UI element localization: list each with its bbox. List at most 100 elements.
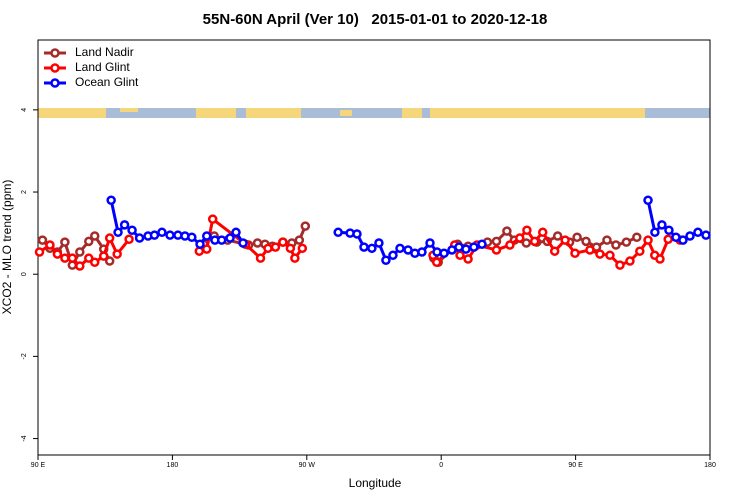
land-strip xyxy=(430,108,645,118)
data-point xyxy=(431,257,442,268)
data-point xyxy=(37,235,48,245)
data-point xyxy=(157,227,167,238)
y-tick-label: 2 xyxy=(21,190,28,194)
data-point xyxy=(104,256,115,266)
y-axis-label: XCO2 - MLO trend (ppm) xyxy=(0,180,14,315)
data-point xyxy=(216,235,227,245)
data-point xyxy=(297,243,308,254)
chart-title: 55N-60N April (Ver 10) 2015-01-01 to 202… xyxy=(203,11,548,28)
data-point xyxy=(570,248,580,259)
data-point xyxy=(285,243,296,254)
land-strip xyxy=(120,108,138,112)
data-point xyxy=(417,247,427,257)
data-point xyxy=(632,232,642,242)
data-point xyxy=(255,253,266,263)
data-point xyxy=(657,220,667,230)
data-point xyxy=(195,239,205,249)
data-point xyxy=(333,227,343,238)
data-point xyxy=(75,247,85,257)
legend-marker xyxy=(50,78,60,88)
data-point xyxy=(615,260,625,270)
data-point xyxy=(34,247,45,257)
data-point xyxy=(701,230,711,240)
land-strip xyxy=(402,108,422,118)
map-strip xyxy=(38,108,710,118)
land-strip xyxy=(38,108,106,118)
data-point xyxy=(75,261,85,271)
data-point xyxy=(625,256,635,266)
y-tick-label: 0 xyxy=(21,272,28,276)
data-point xyxy=(231,227,241,238)
data-point xyxy=(502,226,512,236)
data-point xyxy=(225,233,235,243)
data-point xyxy=(124,234,134,245)
data-point xyxy=(367,243,377,254)
data-point xyxy=(425,238,435,248)
data-point xyxy=(491,245,502,255)
data-point xyxy=(84,236,94,247)
data-point xyxy=(602,235,612,245)
data-point xyxy=(89,257,100,268)
data-point xyxy=(678,235,688,245)
data-point xyxy=(270,242,281,252)
data-point xyxy=(514,233,525,243)
data-point xyxy=(187,232,197,242)
data-point xyxy=(201,231,212,241)
data-point xyxy=(127,225,137,235)
land-strip xyxy=(246,108,301,118)
data-point xyxy=(655,254,665,264)
legend-marker xyxy=(50,48,60,58)
data-point xyxy=(60,253,70,263)
x-tick-label: 180 xyxy=(167,462,179,469)
data-point xyxy=(60,237,70,247)
x-tick-label: 90 W xyxy=(299,462,316,469)
data-point xyxy=(529,236,540,247)
data-point xyxy=(89,231,100,241)
legend-label: Land Nadir xyxy=(75,45,134,59)
data-point xyxy=(278,237,288,247)
x-tick-label: 0 xyxy=(439,462,443,469)
x-axis-label: Longitude xyxy=(349,476,402,490)
data-point xyxy=(595,249,605,259)
data-point xyxy=(621,237,632,247)
x-tick-label: 180 xyxy=(704,462,716,469)
legend-label: Land Glint xyxy=(75,60,130,74)
data-point xyxy=(112,249,122,259)
data-point xyxy=(505,240,515,250)
data-point xyxy=(663,234,673,245)
ocean-strip xyxy=(38,108,710,118)
data-point xyxy=(252,238,263,248)
data-point xyxy=(388,250,398,261)
data-point xyxy=(359,242,369,252)
data-point xyxy=(560,235,570,245)
data-point xyxy=(611,240,621,250)
data-point xyxy=(581,236,591,247)
data-point xyxy=(352,229,362,239)
data-point xyxy=(537,227,548,238)
data-point xyxy=(439,248,449,259)
data-point xyxy=(45,240,55,250)
data-point xyxy=(84,253,94,263)
data-point xyxy=(113,227,123,238)
data-point xyxy=(263,243,273,254)
data-point xyxy=(149,230,160,240)
data-point xyxy=(294,235,305,245)
data-point xyxy=(522,225,532,235)
data-point xyxy=(98,251,109,261)
data-point xyxy=(201,244,212,254)
data-point xyxy=(521,238,532,248)
data-point xyxy=(119,220,130,230)
x-tick-label: 90 E xyxy=(568,462,583,469)
data-point xyxy=(165,230,175,240)
data-point xyxy=(685,231,695,241)
data-point xyxy=(664,225,674,235)
data-point xyxy=(395,243,405,254)
x-tick-label: 90 E xyxy=(31,462,46,469)
data-point xyxy=(455,250,465,261)
data-point xyxy=(635,246,645,256)
data-point xyxy=(290,253,300,263)
data-point xyxy=(693,227,703,238)
data-point xyxy=(643,195,653,205)
legend-label: Ocean Glint xyxy=(75,75,139,89)
data-point xyxy=(572,232,582,242)
